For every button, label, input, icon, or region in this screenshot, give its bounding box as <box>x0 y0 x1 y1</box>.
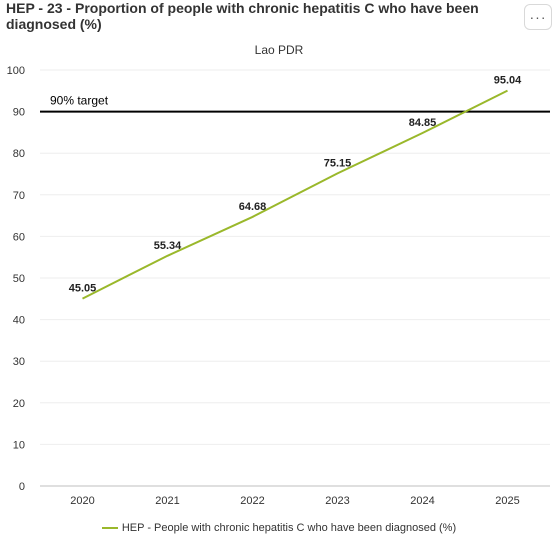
data-label: 55.34 <box>154 240 182 252</box>
target-label: 90% target <box>50 94 109 108</box>
y-tick-label: 60 <box>13 231 25 243</box>
y-tick-label: 80 <box>13 148 25 160</box>
data-label: 95.04 <box>494 75 522 87</box>
y-tick-label: 10 <box>13 439 25 451</box>
legend[interactable]: HEP - People with chronic hepatitis C wh… <box>0 522 558 534</box>
x-tick-label: 2021 <box>155 495 179 507</box>
y-tick-label: 90 <box>13 107 25 119</box>
x-tick-label: 2025 <box>495 495 519 507</box>
data-label: 84.85 <box>409 117 437 129</box>
data-label: 64.68 <box>239 201 267 213</box>
ellipsis-icon[interactable]: ··· <box>524 4 552 30</box>
chart-subtitle: Lao PDR <box>254 43 304 57</box>
chart-title: HEP - 23 - Proportion of people with chr… <box>6 0 479 32</box>
data-label: 75.15 <box>324 157 352 169</box>
y-tick-label: 20 <box>13 398 25 410</box>
x-tick-label: 2022 <box>240 495 264 507</box>
y-tick-label: 70 <box>13 190 25 202</box>
x-tick-label: 2020 <box>70 495 94 507</box>
y-tick-label: 40 <box>13 315 25 327</box>
y-tick-label: 100 <box>7 65 25 77</box>
x-tick-label: 2024 <box>410 495 434 507</box>
y-tick-label: 0 <box>19 481 25 493</box>
legend-label: HEP - People with chronic hepatitis C wh… <box>121 522 457 534</box>
data-label: 45.05 <box>69 283 97 295</box>
y-tick-label: 50 <box>13 273 25 285</box>
x-tick-label: 2023 <box>325 495 349 507</box>
y-tick-label: 30 <box>13 356 25 368</box>
series-line <box>82 89 508 300</box>
legend-swatch <box>101 527 118 529</box>
